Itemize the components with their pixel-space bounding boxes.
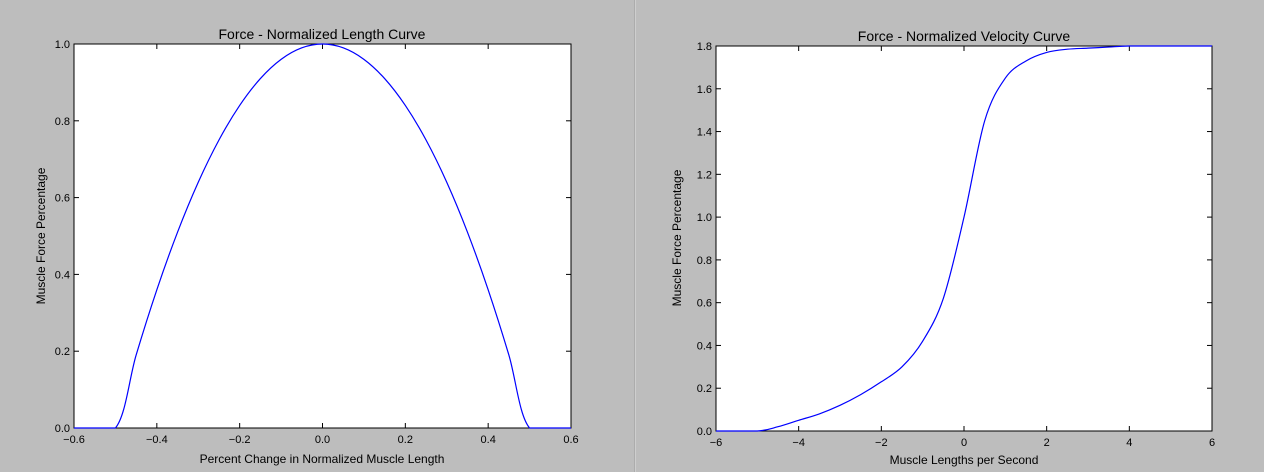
right-chart-window: Force - Normalized Velocity Curve −6 −4 −2… [636, 0, 1264, 472]
x-tick-label: −6 [710, 437, 723, 449]
x-axis-label: Percent Change in Normalized Muscle Leng… [200, 452, 445, 466]
chart-title: Force - Normalized Length Curve [219, 26, 426, 42]
window-divider [634, 0, 636, 472]
y-tick-label: 0.6 [55, 193, 70, 205]
y-tick-label: 0.4 [55, 269, 70, 281]
left-chart-window: Force - Normalized Length Curve −0.6 −0.4… [0, 0, 634, 472]
x-tick-label: 0.4 [481, 434, 496, 446]
y-tick-label: 0.6 [697, 298, 712, 310]
y-tick-label: 0.0 [55, 423, 70, 435]
x-tick-label: −4 [792, 437, 805, 449]
y-tick-label: 1.0 [55, 39, 70, 51]
y-axis-label: Muscle Force Percentage [670, 169, 684, 306]
x-tick-label: −0.6 [63, 434, 85, 446]
y-tick-label: 0.2 [697, 383, 712, 395]
y-tick-label: 0.0 [697, 426, 712, 438]
y-tick-label: 1.6 [697, 84, 712, 96]
y-tick-label: 1.8 [697, 41, 712, 53]
x-tick-label: 0.0 [315, 434, 330, 446]
y-tick-label: 0.8 [697, 255, 712, 267]
y-tick-label: 0.8 [55, 116, 70, 128]
x-tick-label: −2 [875, 437, 888, 449]
chart-title: Force - Normalized Velocity Curve [858, 28, 1071, 44]
x-tick-label: 0 [961, 437, 967, 449]
y-tick-label: 0.4 [697, 340, 712, 352]
x-tick-label: 4 [1126, 437, 1132, 449]
y-tick-label: 1.0 [697, 212, 712, 224]
x-tick-label: 2 [1044, 437, 1050, 449]
force-velocity-line [716, 45, 1212, 432]
length-curve-chart: Force - Normalized Length Curve −0.6 −0.4… [34, 26, 579, 466]
y-tick-label: 0.2 [55, 346, 70, 358]
x-tick-label: −0.2 [229, 434, 251, 446]
velocity-curve-chart: Force - Normalized Velocity Curve −6 −4 −2… [670, 28, 1215, 467]
plot-area [73, 43, 572, 429]
x-tick-label: 0.2 [398, 434, 413, 446]
y-axis-label: Muscle Force Percentage [34, 167, 48, 304]
force-length-line [74, 43, 571, 429]
y-tick-label: 1.2 [697, 169, 712, 181]
x-axis-label: Muscle Lengths per Second [890, 453, 1039, 467]
plot-area [715, 45, 1213, 432]
x-tick-label: −0.4 [146, 434, 168, 446]
y-tick-label: 1.4 [697, 127, 712, 139]
x-tick-label: 6 [1209, 437, 1215, 449]
x-tick-label: 0.6 [563, 434, 578, 446]
